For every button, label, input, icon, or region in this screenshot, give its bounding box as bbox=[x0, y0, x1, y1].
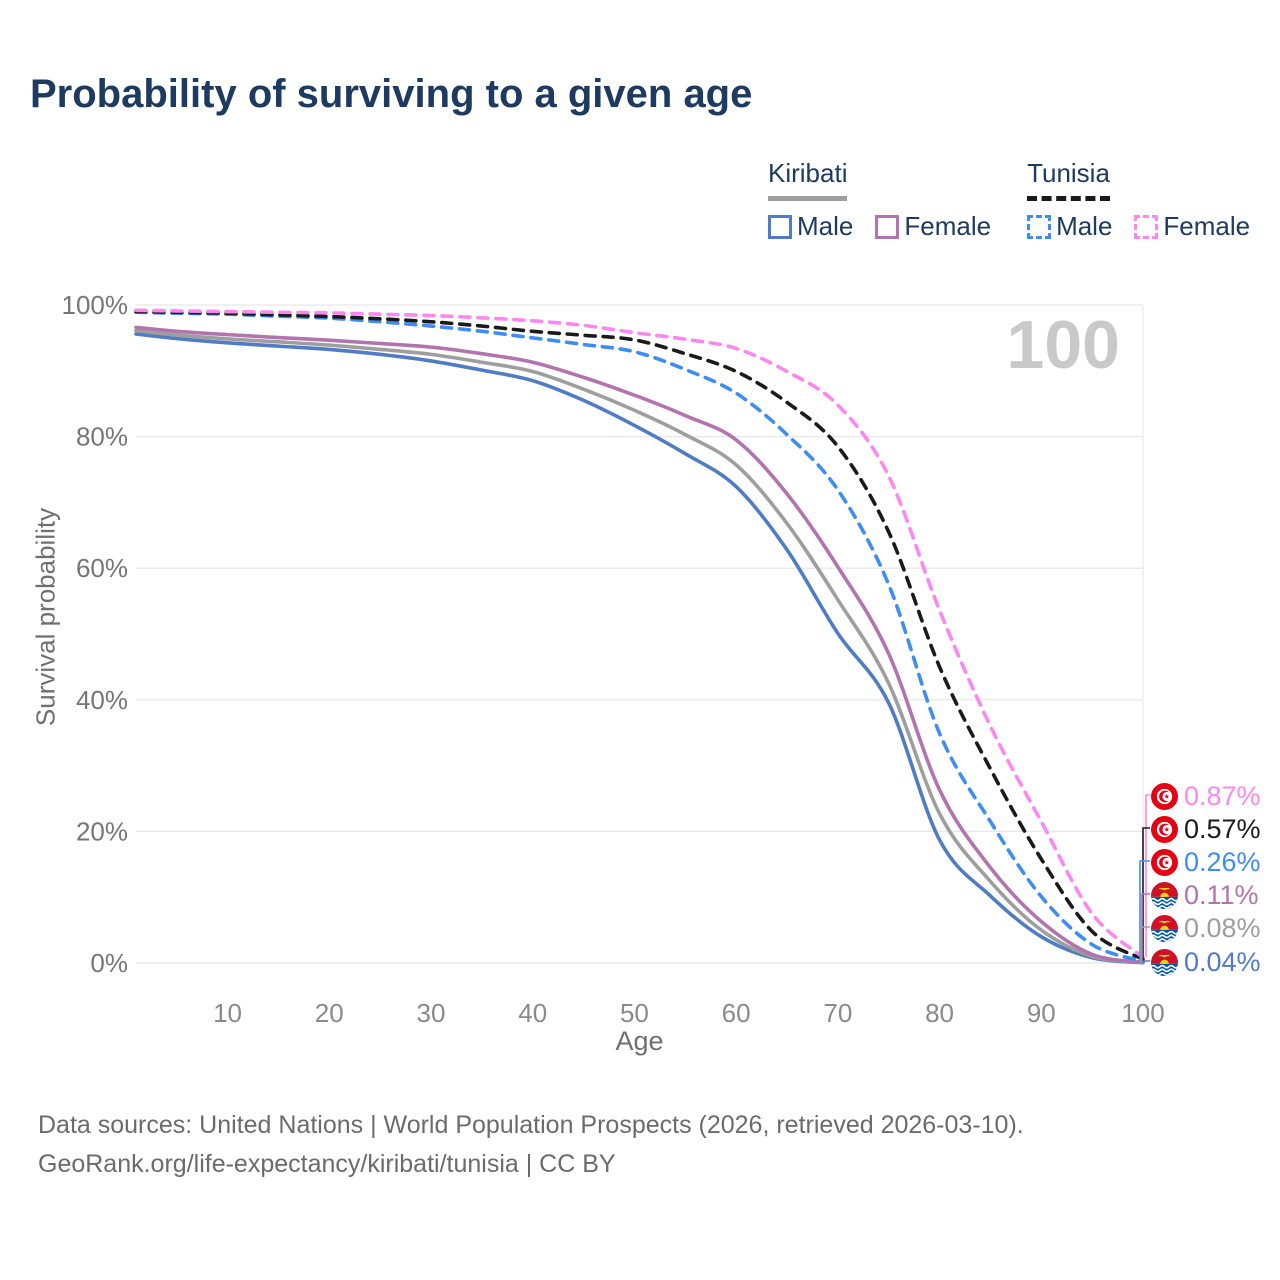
legend-item-kiribati-male[interactable]: Male bbox=[768, 211, 853, 242]
legend-swatch-kiribati-female bbox=[875, 214, 900, 239]
x-tick-label: 70 bbox=[823, 998, 852, 1028]
x-axis-title: Age bbox=[615, 1026, 663, 1056]
series-line-kiribati-female[interactable] bbox=[134, 325, 1145, 965]
tunisia-flag-icon bbox=[1151, 849, 1178, 876]
legend-swatch-tunisia-male bbox=[1027, 214, 1052, 239]
end-label-tunisia: 0.57% bbox=[1151, 814, 1261, 845]
x-tick-label: 100 bbox=[1121, 998, 1164, 1028]
end-label-tunisia-female: 0.87% bbox=[1151, 781, 1261, 812]
tunisia-flag-icon bbox=[1151, 816, 1178, 843]
end-label-value: 0.11% bbox=[1184, 880, 1259, 910]
end-label-connector bbox=[1142, 827, 1150, 960]
legend-group-tunisia: Tunisia Male Female bbox=[1027, 158, 1250, 242]
footer: Data sources: United Nations | World Pop… bbox=[38, 1106, 1024, 1184]
legend-swatch-tunisia-female bbox=[1134, 214, 1159, 239]
y-tick-label: 20% bbox=[76, 816, 128, 846]
x-tick-label: 80 bbox=[925, 998, 954, 1028]
series-line-tunisia-female[interactable] bbox=[134, 308, 1145, 960]
series-line-tunisia-male[interactable] bbox=[134, 310, 1145, 964]
series-line-kiribati-male[interactable] bbox=[134, 332, 1145, 965]
footer-data-sources: Data sources: United Nations | World Pop… bbox=[38, 1111, 1024, 1139]
legend-label: Female bbox=[904, 211, 992, 241]
y-tick-label: 40% bbox=[76, 685, 128, 715]
end-label-connector bbox=[1145, 794, 1150, 958]
end-label-kiribati-male: 0.04% bbox=[1151, 947, 1261, 978]
end-label-value: 0.08% bbox=[1184, 913, 1261, 943]
age-watermark: 100 bbox=[1007, 307, 1120, 383]
end-label-value: 0.57% bbox=[1184, 814, 1261, 844]
end-label-value: 0.26% bbox=[1184, 847, 1261, 877]
legend-item-tunisia-male[interactable]: Male bbox=[1027, 211, 1112, 242]
legend: Kiribati Male Female Tunisia Male Female bbox=[768, 158, 1250, 242]
kiribati-flag-icon bbox=[1151, 915, 1178, 942]
legend-swatch-kiribati-male bbox=[768, 214, 792, 239]
x-tick-label: 20 bbox=[315, 998, 344, 1028]
end-label-kiribati-female: 0.11% bbox=[1151, 880, 1259, 911]
end-label-value: 0.04% bbox=[1184, 947, 1261, 977]
legend-group-kiribati: Kiribati Male Female bbox=[768, 158, 991, 242]
end-label-kiribati: 0.08% bbox=[1151, 913, 1261, 944]
y-tick-label: 100% bbox=[62, 290, 129, 320]
x-tick-label: 60 bbox=[722, 998, 751, 1028]
tunisia-flag-icon bbox=[1151, 783, 1178, 810]
end-label-connector bbox=[1141, 893, 1150, 963]
legend-label: Female bbox=[1163, 211, 1251, 241]
y-tick-label: 60% bbox=[76, 553, 128, 583]
legend-label: Male bbox=[797, 211, 854, 241]
x-tick-label: 40 bbox=[518, 998, 547, 1028]
end-label-connector bbox=[1143, 960, 1150, 963]
end-label-tunisia-male: 0.26% bbox=[1151, 847, 1261, 878]
x-tick-label: 30 bbox=[417, 998, 446, 1028]
end-label-value: 0.87% bbox=[1184, 781, 1261, 811]
legend-label: Male bbox=[1056, 211, 1113, 241]
footer-attribution: GeoRank.org/life-expectancy/kiribati/tun… bbox=[38, 1149, 616, 1178]
series-line-tunisia[interactable] bbox=[134, 309, 1145, 962]
page-title: Probability of surviving to a given age bbox=[30, 72, 753, 116]
y-tick-label: 80% bbox=[76, 422, 128, 452]
legend-item-tunisia-female[interactable]: Female bbox=[1134, 211, 1250, 242]
x-tick-label: 50 bbox=[620, 998, 649, 1028]
series-line-kiribati[interactable] bbox=[134, 328, 1145, 965]
x-tick-label: 10 bbox=[213, 998, 242, 1028]
x-tick-label: 90 bbox=[1027, 998, 1056, 1028]
end-label-connector bbox=[1139, 860, 1150, 962]
end-label-connector bbox=[1140, 926, 1150, 963]
kiribati-flag-icon bbox=[1151, 949, 1178, 976]
legend-header-kiribati: Kiribati bbox=[768, 158, 848, 201]
legend-header-tunisia: Tunisia bbox=[1027, 158, 1110, 201]
y-tick-label: 0% bbox=[90, 948, 128, 978]
legend-item-kiribati-female[interactable]: Female bbox=[875, 211, 991, 242]
kiribati-flag-icon bbox=[1151, 882, 1178, 909]
